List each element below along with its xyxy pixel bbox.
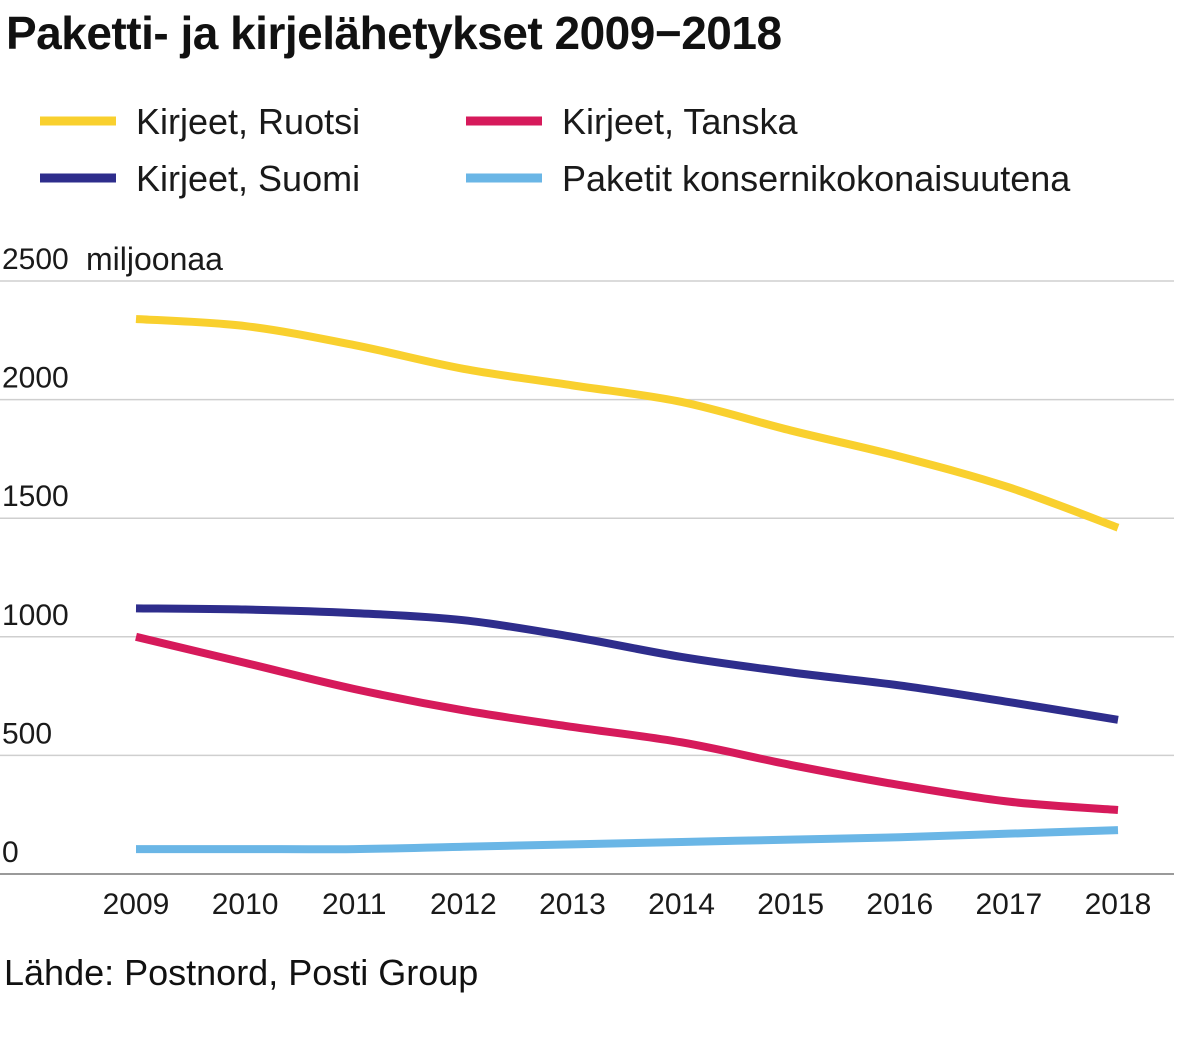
x-tick-label: 2017 <box>976 888 1043 921</box>
x-tick-label: 2009 <box>103 888 170 921</box>
x-tick-label: 2014 <box>648 888 715 921</box>
y-tick-label: 500 <box>2 717 52 750</box>
x-tick-label: 2012 <box>430 888 497 921</box>
x-axis-ticks: 2009 2010 2011 2012 2013 2014 2015 2016 2017 2018 <box>103 888 1152 921</box>
x-tick-label: 2016 <box>866 888 933 921</box>
x-tick-label: 2018 <box>1085 888 1152 921</box>
legend-label: Kirjeet, Tanska <box>562 101 798 142</box>
gridlines <box>0 280 1174 875</box>
x-tick-label: 2013 <box>539 888 606 921</box>
y-tick-label: 2500 <box>2 243 69 276</box>
y-tick-label: 2000 <box>2 362 69 395</box>
x-tick-label: 2015 <box>757 888 824 921</box>
y-tick-label: 0 <box>2 836 19 869</box>
series-line-3 <box>135 604 1119 724</box>
x-tick-label: 2011 <box>322 888 387 921</box>
series-line-4 <box>136 826 1119 854</box>
series-line-1 <box>135 314 1120 532</box>
series-lines <box>135 314 1120 854</box>
y-axis-ticks: 0 500 1000 1500 2000 2500 <box>2 243 69 869</box>
chart-title: Paketti- ja kirjelähetykset 2009−2018 <box>6 7 782 59</box>
y-tick-label: 1500 <box>2 480 69 513</box>
series-line-2 <box>135 632 1119 814</box>
source-note: Lähde: Postnord, Posti Group <box>4 952 479 993</box>
legend: Kirjeet, Ruotsi Kirjeet, Tanska Kirjeet, S… <box>40 101 1071 199</box>
legend-label: Kirjeet, Ruotsi <box>136 101 360 142</box>
legend-label: Kirjeet, Suomi <box>136 158 360 199</box>
legend-label: Paketit konsernikokonaisuutena <box>562 158 1071 199</box>
x-tick-label: 2010 <box>212 888 279 921</box>
y-tick-label: 1000 <box>2 599 69 632</box>
y-axis-unit-label: miljoonaa <box>86 241 223 277</box>
